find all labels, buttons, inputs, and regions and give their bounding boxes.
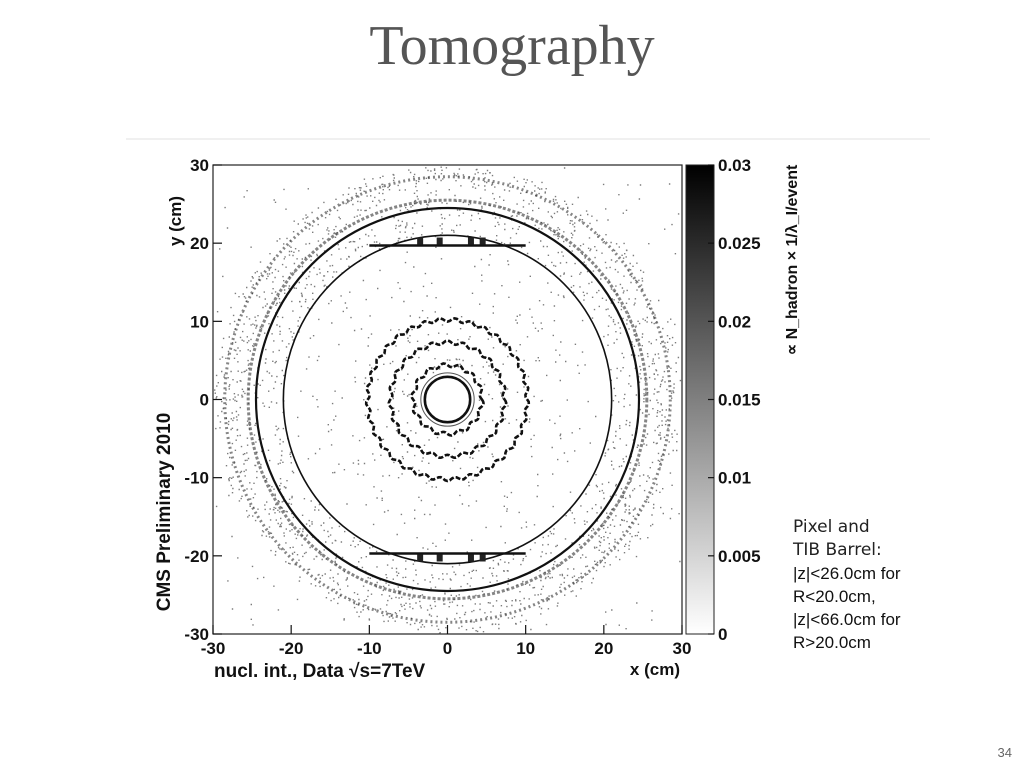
pixel-layer-ring <box>410 362 485 437</box>
x-tick-label: 0 <box>443 639 452 658</box>
y-tick-label: -30 <box>184 625 209 644</box>
support-mount <box>417 237 424 245</box>
support-mount <box>479 237 486 245</box>
y-tick-label: -20 <box>184 547 209 566</box>
slide-number: 34 <box>997 745 1012 760</box>
support-mount <box>479 554 486 562</box>
annotation-line: |z|<66.0cm for <box>793 610 901 629</box>
beam-pipe-outer <box>420 372 475 427</box>
support-mount <box>467 554 474 562</box>
x-tick-label: 10 <box>516 639 535 658</box>
x-tick-label: -20 <box>279 639 304 658</box>
detector-structures <box>223 175 672 624</box>
x-tick-label: -30 <box>201 639 226 658</box>
x-axis-label: x (cm) <box>630 660 680 679</box>
colorbar-tick-label: 0.03 <box>718 156 751 175</box>
y-tick-label: -10 <box>184 469 209 488</box>
colorbar-tick-label: 0.005 <box>718 547 761 566</box>
y-axis-label: y (cm) <box>166 196 185 246</box>
support-circle <box>282 234 613 565</box>
annotation-line: R<20.0cm, <box>793 587 876 606</box>
pixel-layer-ring <box>387 339 508 459</box>
x-tick-label: 20 <box>594 639 613 658</box>
bottom-label: nucl. int., Data √s=7TeV <box>214 661 426 682</box>
annotation-line: R>20.0cm <box>793 633 871 652</box>
support-mount <box>436 554 443 562</box>
annotation-note: Pixel and TIB Barrel: |z|<26.0cm for R<2… <box>793 516 993 654</box>
colorbar-tick-label: 0.025 <box>718 234 761 253</box>
pixel-layer-ring <box>364 317 531 483</box>
colorbar: 0 0.005 0.01 0.015 0.02 0.025 0.03 <box>685 156 761 644</box>
colorbar-tick-label: 0.01 <box>718 469 751 488</box>
colorbar-tick-label: 0.015 <box>718 391 761 410</box>
axes-layer: -30 -20 -10 0 10 20 30 -30 -20 -10 0 10 20 30 <box>184 156 691 658</box>
y-tick-label: 20 <box>190 234 209 253</box>
y-tick-label: 30 <box>190 156 209 175</box>
tib-layer-ring <box>246 198 649 601</box>
colorbar-tick-label: 0 <box>718 625 727 644</box>
support-mount <box>467 237 474 245</box>
y-tick-label: 0 <box>200 391 209 410</box>
colorbar-tick-label: 0.02 <box>718 312 751 331</box>
side-label: CMS Preliminary 2010 <box>154 413 175 612</box>
support-mount <box>436 237 443 245</box>
slide-title: Tomography <box>369 15 655 77</box>
annotation-line: Pixel and <box>793 517 870 537</box>
y-tick-label: 10 <box>190 312 209 331</box>
tib-layer-ring <box>223 175 672 624</box>
x-tick-label: 30 <box>673 639 692 658</box>
beam-pipe <box>423 375 472 424</box>
support-mount <box>417 554 424 562</box>
support-circle <box>254 206 641 593</box>
x-tick-label: -10 <box>357 639 382 658</box>
annotation-line: |z|<26.0cm for <box>793 564 901 583</box>
colorbar-label: ∝ N_hadron × 1/λ_I/event <box>784 164 801 355</box>
annotation-line: TIB Barrel: <box>793 540 882 560</box>
